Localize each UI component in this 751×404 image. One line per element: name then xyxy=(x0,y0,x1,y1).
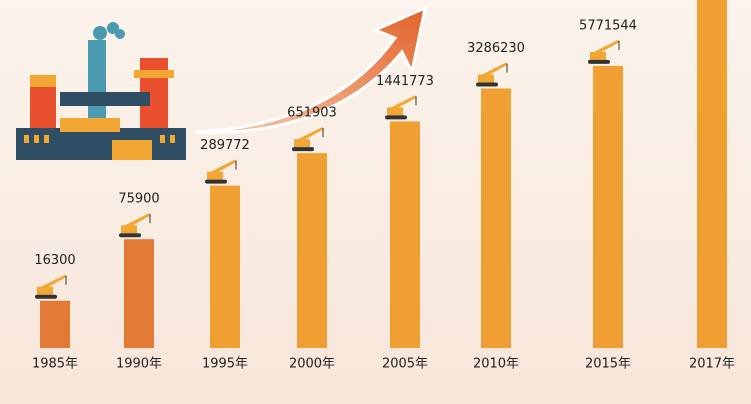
bar xyxy=(697,0,727,348)
bar xyxy=(390,121,420,348)
crane-track xyxy=(292,147,314,152)
value-label: 1441773 xyxy=(376,74,434,89)
bar xyxy=(124,239,154,348)
growth-arrow xyxy=(194,5,428,134)
x-tick-label: 1990年 xyxy=(116,357,162,372)
x-tick-label: 2005年 xyxy=(382,357,428,372)
crane-body xyxy=(121,225,137,234)
value-label: 3286230 xyxy=(467,41,525,56)
crane-icon xyxy=(205,159,237,184)
crane-icon xyxy=(35,274,67,299)
bar xyxy=(593,65,623,348)
value-label: 75900 xyxy=(118,192,159,207)
value-label: 16300 xyxy=(34,253,75,268)
crane-body xyxy=(590,51,606,60)
value-label: 5771544 xyxy=(579,18,637,33)
x-tick-label: 2017年 xyxy=(689,357,735,372)
crane-track xyxy=(588,59,610,64)
value-label: 289772 xyxy=(200,138,250,153)
crane-arm xyxy=(391,95,417,110)
x-tick-label: 2000年 xyxy=(289,357,335,372)
crane-arm xyxy=(298,127,324,142)
crane-track xyxy=(476,82,498,87)
x-tick-label: 2010年 xyxy=(473,357,519,372)
crane-arm xyxy=(594,39,620,54)
crane-body xyxy=(387,107,403,116)
bar xyxy=(297,153,327,348)
crane-arm xyxy=(211,159,237,174)
x-tick-label: 1995年 xyxy=(202,357,248,372)
crane-body xyxy=(478,74,494,83)
crane-icon xyxy=(385,95,417,120)
crane-body xyxy=(37,286,53,295)
x-tick-label: 2015年 xyxy=(585,357,631,372)
crane-track xyxy=(385,115,407,120)
crane-track xyxy=(205,179,227,184)
bar xyxy=(210,185,240,348)
crane-arm xyxy=(125,213,151,228)
x-tick-label: 1985年 xyxy=(32,357,78,372)
crane-arm xyxy=(41,274,67,289)
crane-icon xyxy=(476,62,508,87)
crane-icon xyxy=(292,127,324,152)
factory-illustration xyxy=(16,22,186,160)
crane-body xyxy=(294,139,310,148)
bar xyxy=(40,300,70,348)
crane-track xyxy=(119,233,141,238)
crane-body xyxy=(207,171,223,180)
bar xyxy=(481,88,511,348)
crane-icon xyxy=(588,39,620,64)
value-label: 651903 xyxy=(287,106,337,121)
crane-arm xyxy=(482,62,508,77)
crane-track xyxy=(35,294,57,299)
crane-icon xyxy=(119,213,151,238)
